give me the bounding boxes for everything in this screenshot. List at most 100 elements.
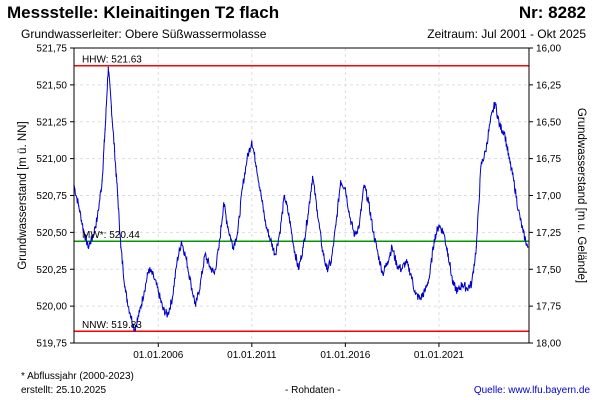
series-point: [503, 131, 505, 133]
series-point: [386, 261, 389, 263]
y-right-tick-label: 17,50: [536, 265, 561, 276]
series-point: [92, 236, 94, 238]
series-point: [255, 165, 258, 167]
aquifer-label: Grundwasserleiter: Obere Süßwassermolass…: [21, 27, 267, 41]
series-point: [227, 228, 229, 231]
series-point: [218, 246, 220, 248]
series-point: [452, 283, 454, 285]
series-point: [419, 298, 421, 300]
series-point: [279, 231, 281, 233]
series-point: [180, 240, 183, 242]
series-point: [204, 253, 206, 256]
y-axis-title-left: Grundwasserstand [m ü. NN]: [17, 121, 29, 269]
series-point: [117, 194, 119, 197]
series-point: [405, 261, 407, 263]
series-point: [485, 150, 487, 152]
series-point: [522, 231, 524, 233]
series-point: [223, 202, 225, 204]
series-point: [213, 273, 216, 275]
y-tick-label: 520,50: [36, 228, 67, 239]
y-right-tick-label: 16,75: [536, 154, 561, 165]
series-point: [185, 258, 187, 260]
series-point: [251, 140, 253, 142]
series-point: [330, 261, 332, 263]
series-point: [442, 231, 445, 233]
series-point: [400, 268, 403, 270]
reference-label-low: NNW: 519.83: [82, 320, 142, 331]
series-point: [410, 273, 412, 275]
series-point: [96, 217, 99, 219]
series-point: [82, 228, 85, 231]
series-point: [396, 264, 398, 266]
series-point: [166, 314, 169, 316]
series-point: [171, 298, 173, 300]
series-point: [438, 224, 440, 226]
series-point: [499, 125, 501, 127]
series-point: [508, 158, 510, 160]
series-point: [377, 253, 379, 256]
series-point: [297, 268, 300, 270]
series-point: [199, 283, 201, 285]
series-point: [494, 101, 496, 104]
series-point: [195, 305, 197, 307]
series-point: [358, 224, 360, 226]
series-point: [293, 246, 295, 248]
y-right-tick-label: 17,75: [536, 302, 561, 313]
series-point: [237, 231, 239, 233]
x-tick-label: 01.01.2016: [320, 350, 370, 361]
source-link[interactable]: Quelle: www.lfu.bayern.de: [473, 385, 590, 396]
series-point: [466, 287, 468, 290]
series-point: [349, 217, 351, 219]
footnote: * Abflussjahr (2000-2023): [21, 371, 134, 382]
reference-label-high: HHW: 521.63: [82, 55, 142, 66]
series-point: [447, 253, 449, 256]
series-point: [246, 158, 248, 160]
series-point: [134, 329, 136, 331]
page-title: Messstelle: Kleinaitingen T2 flach: [7, 3, 280, 22]
raw-data-label: - Rohdaten -: [285, 385, 341, 396]
series-point: [428, 276, 431, 278]
y-tick-label: 520,00: [36, 302, 67, 313]
series-point: [461, 283, 463, 285]
series-point: [480, 165, 482, 167]
series-point: [162, 308, 164, 310]
series-point: [321, 246, 323, 248]
series-point: [269, 239, 272, 241]
y-tick-label: 520,25: [36, 265, 67, 276]
y-right-tick-label: 18,00: [536, 339, 561, 350]
y-tick-label: 521,25: [36, 117, 67, 128]
series-point: [113, 150, 116, 152]
y-right-tick-label: 17,00: [536, 191, 561, 202]
series-point: [78, 205, 80, 207]
period-label: Zeitraum: Jul 2001 - Okt 2025: [427, 27, 586, 41]
series-point: [354, 234, 356, 236]
series-point: [265, 224, 267, 226]
series-point: [433, 239, 435, 241]
series-point: [311, 175, 314, 177]
y-tick-label: 521,50: [36, 80, 67, 91]
series-point: [340, 180, 342, 182]
x-tick-label: 01.01.2021: [414, 350, 464, 361]
series-point: [391, 246, 393, 248]
series-point: [302, 246, 304, 248]
y-tick-label: 519,75: [36, 339, 67, 350]
series-point: [457, 290, 459, 292]
series-point: [517, 209, 519, 211]
y-axis-title-right: Grundwasserstand [m u. Gelände]: [575, 108, 587, 283]
series-point: [152, 276, 155, 278]
y-right-tick-label: 17,25: [536, 228, 561, 239]
series-point: [176, 261, 178, 263]
reference-label-mean: MW*: 520.44: [82, 230, 140, 241]
series-point: [424, 290, 426, 292]
station-number: Nr: 8282: [518, 3, 586, 22]
series-point: [344, 187, 346, 189]
y-right-tick-label: 16,00: [536, 44, 561, 55]
series-point: [260, 194, 262, 197]
series-point: [372, 231, 374, 233]
series-point: [316, 209, 318, 211]
series-point: [288, 217, 290, 219]
series-point: [307, 214, 309, 216]
series-point: [138, 311, 141, 313]
series-point: [87, 246, 89, 248]
